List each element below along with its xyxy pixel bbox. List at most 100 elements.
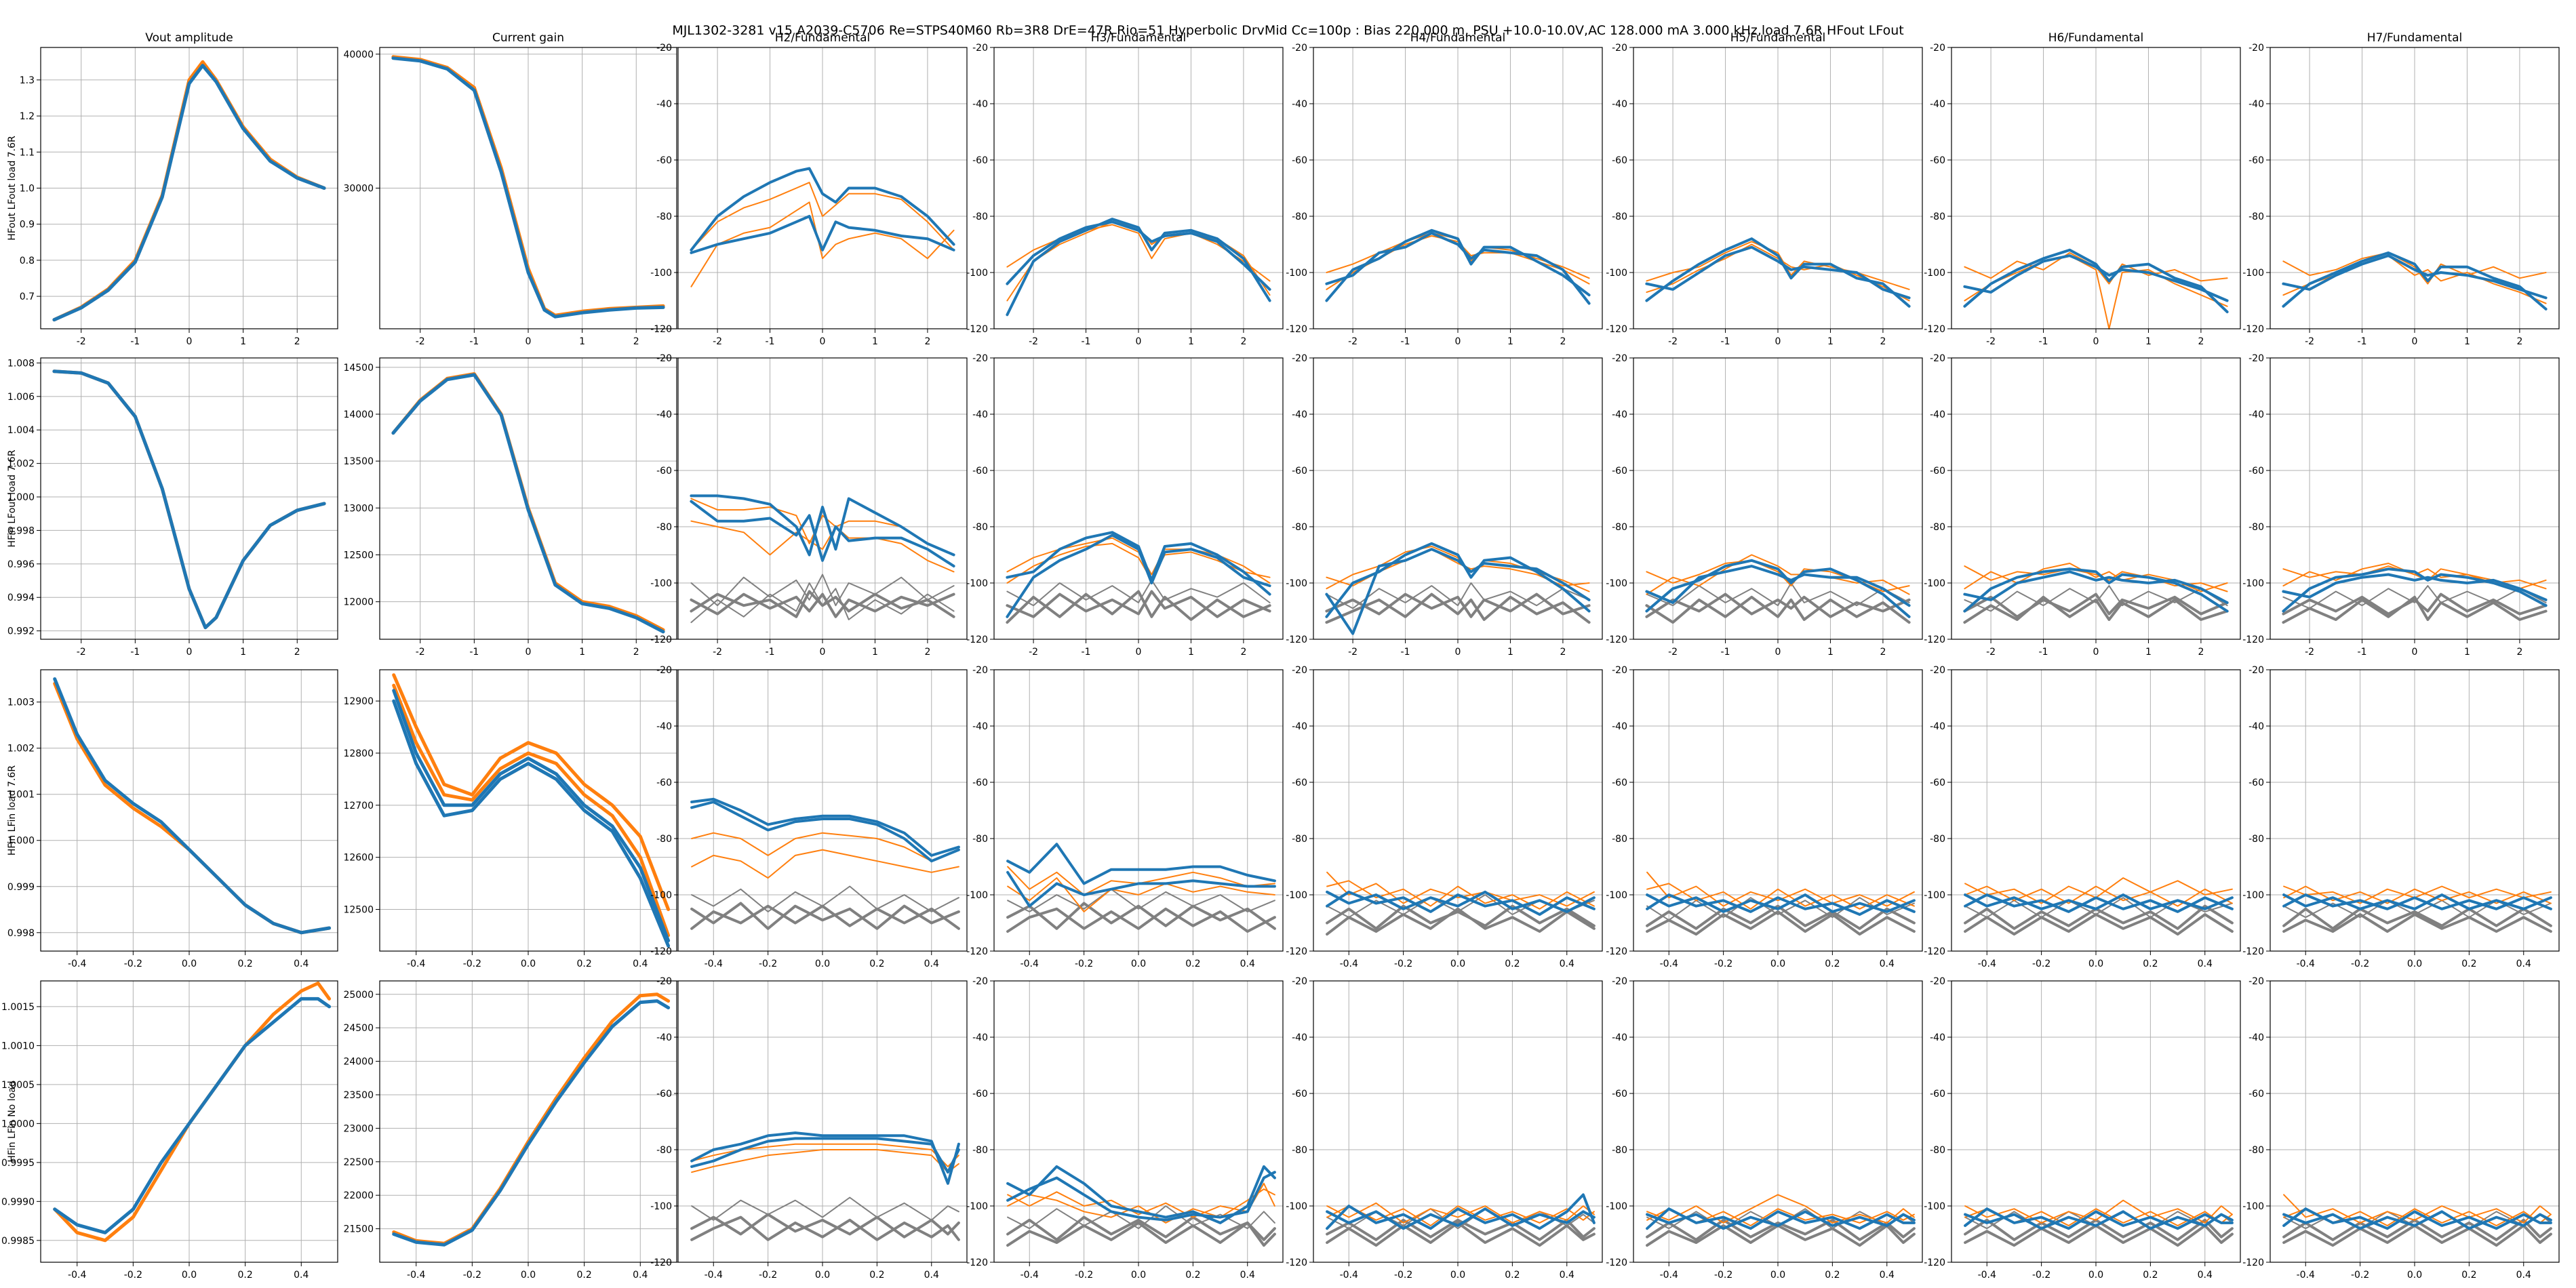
y-tick-label: 0.996 [7, 559, 35, 570]
y-tick-label: -120 [1606, 946, 1627, 957]
y-tick-label: -120 [966, 1257, 988, 1268]
x-tick-label: -0.2 [463, 959, 481, 969]
subplot: -0.4 -0.2 0.0 0.2 0.4 -120 -100 -80 -60 -40 -20 [1606, 976, 1923, 1281]
y-tick-label: 1.006 [7, 392, 35, 403]
x-tick-label: 0.2 [1185, 1270, 1200, 1281]
series-line-blue [392, 699, 671, 948]
series-line-blue [1645, 245, 1911, 300]
x-tick-label: 2 [294, 336, 300, 347]
series-line-orange [1646, 883, 1915, 910]
x-tick-label: -2 [77, 647, 86, 658]
x-tick-label: -1 [2039, 647, 2048, 658]
subplot: -0.4 -0.2 0.0 0.2 0.4 21500 22000 22500 23000 235… [343, 980, 677, 1281]
series-line-gray [1645, 592, 1911, 618]
series-line-blue [1963, 254, 2229, 302]
subplot: -0.4 -0.2 0.0 0.2 0.4 -120 -100 -80 -60 -40 -20 [966, 665, 1284, 969]
subplot: -0.4 -0.2 0.0 0.2 0.4 0.9985 0.9990 0.9995 1.000… [1, 980, 338, 1281]
y-tick-label: 0.8 [20, 256, 35, 266]
y-tick-label: -120 [1606, 324, 1627, 335]
series-line-blue [690, 167, 955, 251]
x-tick-label: -0.2 [2351, 959, 2369, 969]
series-line-blue [52, 369, 326, 630]
x-tick-label: 0 [526, 647, 532, 658]
x-tick-label: 2 [1880, 647, 1886, 658]
x-tick-label: 0.4 [1240, 959, 1255, 969]
y-tick-label: -120 [2242, 635, 2264, 645]
y-tick-label: -60 [1292, 155, 1307, 166]
x-tick-label: -0.4 [407, 959, 425, 969]
x-tick-label: 1 [872, 647, 878, 658]
x-tick-label: -0.2 [1714, 959, 1732, 969]
y-tick-label: -40 [2248, 1032, 2264, 1043]
x-tick-label: -0.4 [705, 1270, 723, 1281]
series-line-blue [1326, 1207, 1596, 1230]
y-tick-label: 0.9 [20, 220, 35, 230]
series-line-gray [1006, 1215, 1276, 1241]
x-tick-label: -2 [416, 647, 425, 658]
y-tick-label: -80 [972, 522, 988, 533]
series-line-orange [1007, 877, 1275, 912]
x-tick-label: 1 [2464, 336, 2470, 347]
x-tick-label: 2 [633, 336, 639, 347]
x-tick-label: 0 [1136, 647, 1142, 658]
series-line-blue [2282, 567, 2548, 613]
x-tick-label: -0.4 [1340, 1270, 1358, 1281]
series-line-blue [2282, 893, 2552, 910]
x-tick-label: 0.0 [182, 959, 197, 969]
x-tick-label: -0.2 [2351, 1270, 2369, 1281]
y-tick-label: -40 [1612, 99, 1627, 110]
y-tick-label: -40 [972, 1032, 988, 1043]
y-tick-label: 1.000 [7, 492, 35, 503]
y-tick-label: -20 [1292, 665, 1307, 676]
y-tick-label: -80 [656, 522, 672, 533]
x-tick-label: 1 [2464, 647, 2470, 658]
row-label: HFin LFin load 7.6R [7, 765, 18, 856]
series-line-blue [391, 373, 665, 634]
x-tick-label: -0.4 [705, 959, 723, 969]
y-tick-label: 25000 [343, 990, 374, 1001]
x-tick-label: 2 [924, 647, 930, 658]
x-tick-label: -1 [1721, 336, 1730, 347]
y-tick-label: -100 [1924, 1201, 1945, 1212]
subplot: -2 -1 0 1 2 12000 12500 13000 13500 14000 14500 [343, 357, 677, 658]
subplot: -0.4 -0.2 0.0 0.2 0.4 -120 -100 -80 -60 -40 -20 [1606, 665, 1923, 969]
x-tick-label: -2 [1029, 647, 1038, 658]
y-tick-label: 1.0015 [1, 1002, 35, 1013]
x-tick-label: -0.2 [2032, 959, 2050, 969]
series-line-gray [690, 582, 955, 624]
subplot: -2 -1 0 1 2 -120 -100 -80 -60 -40 -20 [1924, 353, 2241, 658]
y-tick-label: -80 [1612, 212, 1627, 222]
x-tick-label: -0.2 [1394, 1270, 1412, 1281]
y-tick-label: -80 [1612, 522, 1627, 533]
series-line-blue [1646, 893, 1916, 913]
series-line-gray [1006, 902, 1276, 930]
series-line-gray [1326, 1221, 1596, 1247]
series-line-gray [1646, 1224, 1916, 1247]
y-tick-label: 1.0005 [1, 1080, 35, 1091]
y-tick-label: -80 [1930, 1145, 1945, 1156]
x-tick-label: 1 [1507, 647, 1513, 658]
y-tick-label: -60 [1612, 1089, 1627, 1100]
y-tick-label: -120 [1286, 1257, 1307, 1268]
y-tick-label: -120 [650, 324, 672, 335]
x-tick-label: 0.2 [2143, 1270, 2158, 1281]
y-tick-label: 24500 [343, 1023, 374, 1034]
y-tick-label: -100 [1606, 890, 1627, 901]
y-tick-label: -80 [1292, 1145, 1307, 1156]
x-tick-label: -0.4 [2297, 959, 2315, 969]
y-tick-label: -120 [1606, 1257, 1627, 1268]
x-tick-label: 0.4 [294, 959, 309, 969]
series-line-blue [2282, 573, 2548, 601]
y-tick-label: -40 [1930, 409, 1945, 420]
x-tick-label: -0.4 [2297, 1270, 2315, 1281]
x-tick-label: 2 [1560, 647, 1566, 658]
subplot: -2 -1 0 1 2 -120 -100 -80 -60 -40 -20 [1286, 353, 1603, 658]
y-tick-label: 1.001 [7, 790, 35, 801]
x-tick-label: 0.0 [2407, 1270, 2422, 1281]
y-tick-label: -120 [2242, 1257, 2264, 1268]
subplot: -2 -1 0 1 2 -120 -100 -80 -60 -40 -20 [1606, 353, 1923, 658]
y-tick-label: -60 [1930, 1089, 1945, 1100]
series-line-orange [1646, 1194, 1915, 1224]
y-tick-label: 12000 [343, 597, 374, 608]
series-line-blue [690, 500, 955, 568]
